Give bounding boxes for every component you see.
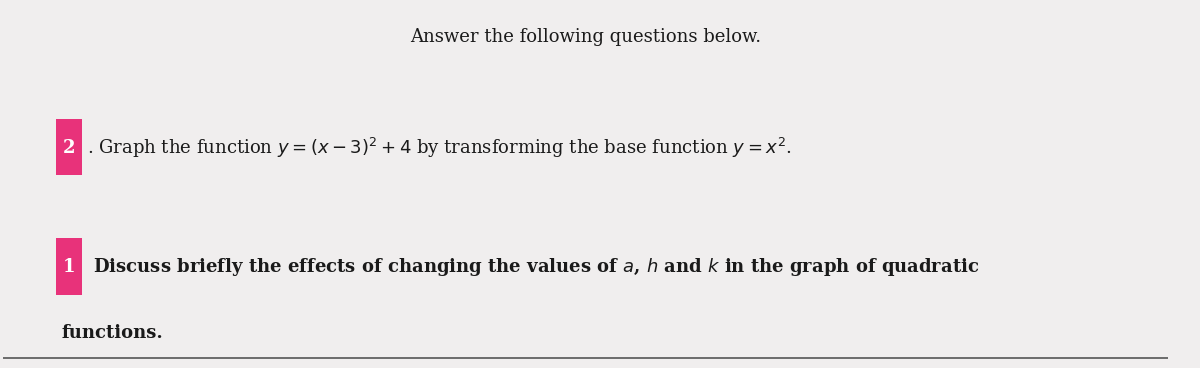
Text: 1: 1 xyxy=(62,258,76,276)
Text: functions.: functions. xyxy=(61,323,163,342)
FancyBboxPatch shape xyxy=(56,119,82,175)
Text: Answer the following questions below.: Answer the following questions below. xyxy=(409,28,761,46)
Text: 2: 2 xyxy=(62,139,76,157)
Text: . Graph the function $y = (x - 3)^2 + 4$ by transforming the base function $y = : . Graph the function $y = (x - 3)^2 + 4$… xyxy=(86,136,792,160)
FancyBboxPatch shape xyxy=(56,238,82,294)
Text: Discuss briefly the effects of changing the values of $a$, $h$ and $k$ in the gr: Discuss briefly the effects of changing … xyxy=(86,256,979,278)
